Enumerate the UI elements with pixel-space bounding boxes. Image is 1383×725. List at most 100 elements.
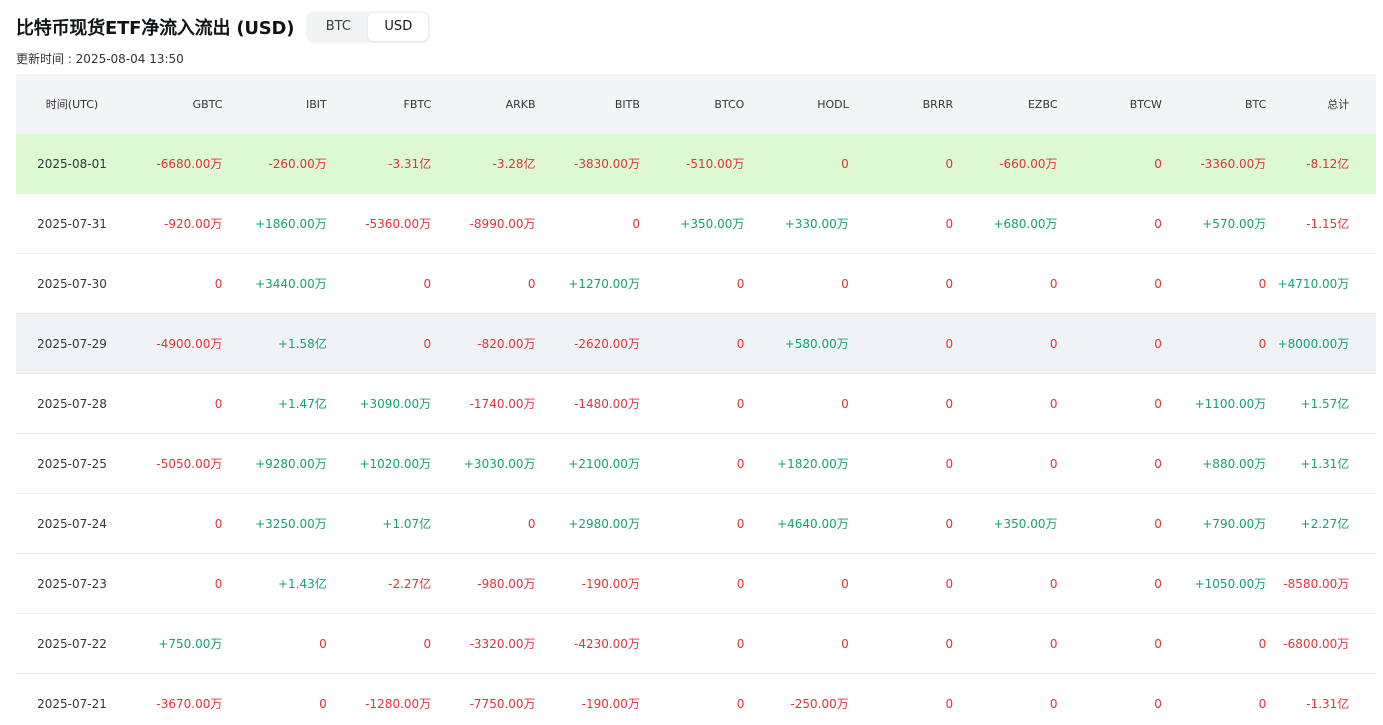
flow-value: 0 bbox=[1049, 336, 1058, 351]
flow-value: -4230.00万 bbox=[573, 637, 640, 651]
etf-flow-table: 时间(UTC) GBTC IBIT FBTC ARKB BITB BTCO HODL BRRR E… bbox=[16, 74, 1376, 725]
table-row[interactable]: 2025-07-31 -920.00万 +1860.00万 -5360.00万 -899… bbox=[16, 194, 1376, 254]
flow-value: -1280.00万 bbox=[365, 697, 432, 711]
flow-value: -2620.00万 bbox=[573, 337, 640, 351]
flow-value: 0 bbox=[423, 636, 432, 651]
flow-value: 0 bbox=[945, 276, 954, 291]
table-row[interactable]: 2025-07-21 -3670.00万 0 -1280.00万 -7750.00万 -1… bbox=[16, 674, 1376, 725]
flow-value: +1.47亿 bbox=[278, 397, 327, 411]
page-header: 比特币现货ETF净流入流出 (USD) BTC USD bbox=[16, 10, 431, 44]
flow-value: +2980.00万 bbox=[568, 517, 640, 531]
flow-value: 0 bbox=[1049, 636, 1058, 651]
flow-value: 0 bbox=[527, 276, 536, 291]
flow-value: +350.00万 bbox=[993, 517, 1058, 531]
flow-value: +3030.00万 bbox=[463, 457, 536, 471]
flow-value: 0 bbox=[1258, 276, 1267, 291]
flow-value: +1860.00万 bbox=[255, 217, 327, 231]
flow-value: -8990.00万 bbox=[469, 217, 536, 231]
flow-value: -3.31亿 bbox=[388, 157, 432, 171]
flow-value: 0 bbox=[945, 636, 954, 651]
flow-value: +3090.00万 bbox=[359, 397, 432, 411]
toggle-usd-button[interactable]: USD bbox=[368, 13, 429, 41]
flow-value: 0 bbox=[1258, 336, 1267, 351]
table-row[interactable]: 2025-07-22 +750.00万 0 0 -3320.00万 -4230.00万 0 0… bbox=[16, 614, 1376, 674]
table-row[interactable]: 2025-08-01 -6680.00万 -260.00万 -3.31亿 -3.28亿 -… bbox=[16, 134, 1376, 194]
flow-value: +570.00万 bbox=[1202, 217, 1267, 231]
flow-value: -1480.00万 bbox=[573, 397, 640, 411]
row-date: 2025-07-23 bbox=[37, 576, 107, 591]
row-total-value: +4710.00万 bbox=[1277, 277, 1350, 291]
flow-value: +880.00万 bbox=[1202, 457, 1267, 471]
table-row[interactable]: 2025-07-29 -4900.00万 +1.58亿 0 -820.00万 -2620.… bbox=[16, 314, 1376, 374]
flow-value: -820.00万 bbox=[477, 337, 536, 351]
flow-value: +3250.00万 bbox=[255, 517, 327, 531]
flow-value: -6680.00万 bbox=[156, 157, 223, 171]
row-date: 2025-07-21 bbox=[37, 696, 107, 711]
flow-value: 0 bbox=[841, 576, 849, 591]
flow-value: +9280.00万 bbox=[255, 457, 327, 471]
flow-value: 0 bbox=[736, 696, 745, 711]
flow-value: 0 bbox=[1154, 216, 1162, 231]
flow-value: 0 bbox=[736, 516, 745, 531]
row-total-value: -1.15亿 bbox=[1306, 217, 1350, 231]
table-row[interactable]: 2025-07-30 0 +3440.00万 0 0 +1270.00万 0 0 0 0 0 0 +47… bbox=[16, 254, 1376, 314]
flow-value: 0 bbox=[1049, 456, 1058, 471]
flow-value: -250.00万 bbox=[790, 697, 849, 711]
table-row[interactable]: 2025-07-23 0 +1.43亿 -2.27亿 -980.00万 -190.00万 0… bbox=[16, 554, 1376, 614]
flow-value: -5360.00万 bbox=[365, 217, 432, 231]
row-total-value: -8.12亿 bbox=[1306, 157, 1350, 171]
flow-value: -660.00万 bbox=[999, 157, 1058, 171]
column-header-arkb: ARKB bbox=[505, 97, 536, 111]
flow-value: 0 bbox=[945, 576, 954, 591]
column-header-gbtc: GBTC bbox=[192, 97, 223, 111]
flow-value: -260.00万 bbox=[268, 157, 327, 171]
flow-value: +1270.00万 bbox=[568, 277, 640, 291]
flow-value: 0 bbox=[945, 396, 954, 411]
flow-value: +1.58亿 bbox=[278, 337, 327, 351]
flow-value: 0 bbox=[736, 336, 745, 351]
flow-value: -1740.00万 bbox=[469, 397, 536, 411]
flow-value: -3360.00万 bbox=[1200, 157, 1267, 171]
row-date: 2025-07-22 bbox=[37, 636, 107, 651]
flow-value: +330.00万 bbox=[784, 217, 849, 231]
flow-value: +1820.00万 bbox=[777, 457, 849, 471]
flow-value: 0 bbox=[214, 276, 223, 291]
flow-value: 0 bbox=[945, 516, 954, 531]
row-total-value: -6800.00万 bbox=[1283, 637, 1350, 651]
flow-value: 0 bbox=[945, 216, 954, 231]
flow-value: -980.00万 bbox=[477, 577, 536, 591]
flow-value: +680.00万 bbox=[993, 217, 1058, 231]
row-date: 2025-07-25 bbox=[37, 456, 107, 471]
flow-value: 0 bbox=[945, 456, 954, 471]
flow-value: -3320.00万 bbox=[469, 637, 536, 651]
row-date: 2025-07-31 bbox=[37, 216, 107, 231]
column-header-date: 时间(UTC) bbox=[45, 98, 99, 111]
flow-value: +1020.00万 bbox=[359, 457, 432, 471]
flow-value: +350.00万 bbox=[680, 217, 745, 231]
flow-value: 0 bbox=[841, 396, 849, 411]
flow-value: -2.27亿 bbox=[388, 577, 432, 591]
flow-value: 0 bbox=[736, 456, 745, 471]
table-row[interactable]: 2025-07-28 0 +1.47亿 +3090.00万 -1740.00万 -1480… bbox=[16, 374, 1376, 434]
table-row[interactable]: 2025-07-24 0 +3250.00万 +1.07亿 0 +2980.00万 0 +46… bbox=[16, 494, 1376, 554]
flow-value: 0 bbox=[1049, 696, 1058, 711]
table-header-row: 时间(UTC) GBTC IBIT FBTC ARKB BITB BTCO HODL BRRR E… bbox=[16, 74, 1376, 134]
table-row[interactable]: 2025-07-25 -5050.00万 +9280.00万 +1020.00万 +30… bbox=[16, 434, 1376, 494]
toggle-btc-button[interactable]: BTC bbox=[325, 19, 351, 34]
flow-value: -3830.00万 bbox=[573, 157, 640, 171]
column-header-bitb: BITB bbox=[614, 97, 640, 111]
flow-value: -510.00万 bbox=[686, 157, 745, 171]
row-total-value: +8000.00万 bbox=[1277, 337, 1350, 351]
flow-value: 0 bbox=[214, 576, 223, 591]
flow-value: 0 bbox=[1154, 516, 1162, 531]
flow-value: 0 bbox=[1154, 636, 1162, 651]
flow-value: 0 bbox=[1154, 336, 1162, 351]
table-body: 2025-08-01 -6680.00万 -260.00万 -3.31亿 -3.28亿 -… bbox=[16, 134, 1376, 725]
row-total-value: -8580.00万 bbox=[1283, 577, 1350, 591]
flow-value: 0 bbox=[1258, 636, 1267, 651]
flow-value: 0 bbox=[214, 516, 223, 531]
flow-value: -190.00万 bbox=[581, 577, 640, 591]
flow-value: 0 bbox=[841, 636, 849, 651]
flow-value: +3440.00万 bbox=[255, 277, 327, 291]
flow-value: 0 bbox=[841, 156, 849, 171]
